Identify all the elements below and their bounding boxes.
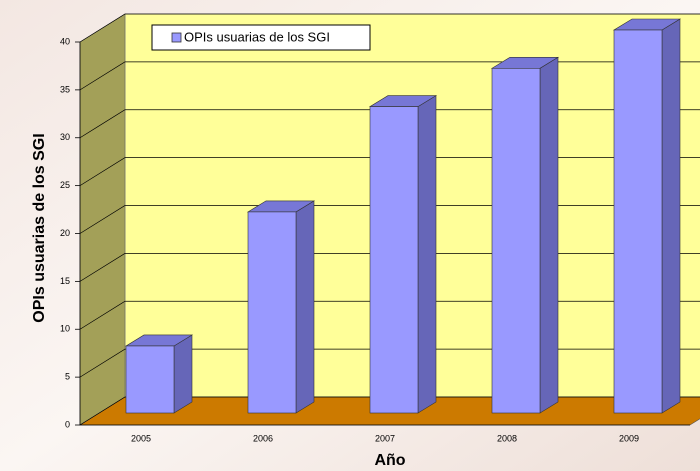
x-tick-label: 2008	[497, 433, 517, 443]
y-tick-label: 35	[60, 84, 70, 94]
bar-side	[539, 56, 559, 414]
x-axis-title: Año	[374, 452, 405, 469]
x-tick-label: 2006	[253, 433, 273, 443]
plot-area: 0 5 10 15 20 25 30 35 40 2005 2006 2007 2008 2009	[60, 13, 700, 443]
bar-side	[417, 95, 437, 414]
bar	[247, 211, 297, 414]
bar	[491, 68, 541, 414]
x-tick-label: 2007	[375, 433, 395, 443]
y-tick-label: 10	[60, 324, 70, 334]
legend-label: OPIs usuarias de los SGI	[184, 29, 330, 44]
bar	[613, 29, 663, 414]
x-tick-label: 2005	[131, 433, 151, 443]
bar-side	[173, 334, 193, 414]
bar	[125, 345, 175, 414]
y-tick-label: 0	[65, 419, 70, 429]
y-tick-label: 40	[60, 36, 70, 46]
y-tick-label: 15	[60, 276, 70, 286]
y-axis-title: OPIs usuarias de los SGI	[31, 133, 48, 322]
y-tick-label: 30	[60, 132, 70, 142]
grid-line	[79, 13, 700, 43]
bar	[369, 106, 419, 414]
bar-side	[295, 200, 315, 414]
legend-swatch	[171, 32, 182, 43]
y-tick-label: 5	[65, 372, 70, 382]
x-tick-label: 2009	[619, 433, 639, 443]
y-tick-label: 20	[60, 228, 70, 238]
bar-side	[661, 18, 681, 414]
legend-box	[151, 24, 371, 51]
y-tick-label: 25	[60, 180, 70, 190]
